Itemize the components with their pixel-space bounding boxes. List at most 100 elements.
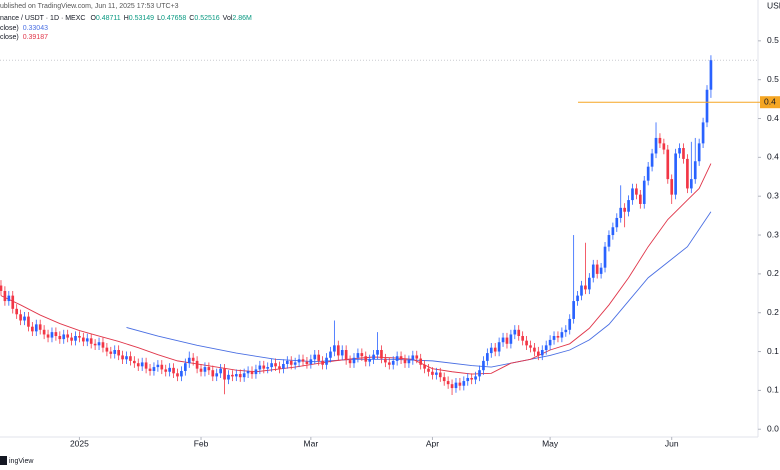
legend-entry: close) 0.39187 <box>0 34 48 41</box>
candle-body <box>15 308 19 315</box>
candle-body <box>482 360 485 371</box>
candle-body <box>689 179 693 189</box>
candle-body <box>619 207 623 218</box>
candle-body <box>525 340 528 346</box>
candle-body <box>133 360 136 364</box>
ma-line <box>126 211 712 368</box>
candle-body <box>611 227 615 236</box>
currency: USD <box>767 0 780 10</box>
candle-body <box>376 350 379 355</box>
candle-body <box>270 363 273 368</box>
candle-body <box>368 359 372 362</box>
y-tick-label: 0.2 <box>767 307 779 317</box>
candle-body <box>635 188 638 195</box>
candle-body <box>258 365 262 370</box>
candle-body <box>403 359 407 364</box>
y-tick-label: 0.0 <box>767 423 779 433</box>
candle-body <box>93 343 97 346</box>
candle-body <box>670 179 674 195</box>
volume-value: 2.86M <box>232 15 252 22</box>
candle-body <box>674 153 677 195</box>
symbol: nance / USDT · 1D · MEXC <box>0 15 85 22</box>
x-tick-label: 2025 <box>70 438 89 448</box>
legend-entry: close) 0.33043 <box>0 25 48 32</box>
candle-body <box>97 342 101 346</box>
candle-body <box>325 357 328 365</box>
candle-body <box>356 353 360 358</box>
candle-body <box>658 137 662 144</box>
candle-body <box>125 356 128 360</box>
candle-body <box>599 267 603 274</box>
legend-name: close) <box>0 25 19 32</box>
candle-body <box>227 374 230 380</box>
candle-body <box>591 264 595 278</box>
y-tick-label: 0.5 <box>767 74 779 84</box>
candle-body <box>50 332 54 338</box>
legend-name: close) <box>0 34 19 41</box>
candle-body <box>595 264 599 274</box>
candle-body <box>27 316 30 327</box>
candle-body <box>580 285 583 296</box>
candle-body <box>395 356 399 361</box>
candle-body <box>3 290 7 302</box>
candle-body <box>136 363 140 367</box>
candle-body <box>513 329 517 335</box>
candle-body <box>305 361 309 364</box>
symbol-line: nance / USDT · 1D · MEXC O0.48711 H0.53149… <box>0 15 252 22</box>
candle-body <box>172 367 175 374</box>
candle-body <box>336 345 340 356</box>
candle-body <box>529 345 532 348</box>
candle-body <box>140 362 144 367</box>
candle-body <box>423 364 426 369</box>
volume-label: Vol <box>223 15 233 22</box>
candle-body <box>380 350 383 359</box>
candle-body <box>78 336 81 338</box>
candle-body <box>391 360 395 365</box>
candle-body <box>215 373 219 377</box>
candle-body <box>89 338 93 344</box>
candle-body <box>246 370 250 374</box>
y-tick-label: 0.4 <box>767 113 779 123</box>
candle-body <box>446 381 450 385</box>
candle-body <box>348 360 352 364</box>
candle-body <box>317 354 321 361</box>
legend-value: 0.39187 <box>23 34 48 41</box>
candle-body <box>34 324 38 332</box>
published-note: ublished on TradingView.com, Jun 11, 202… <box>0 3 179 10</box>
candle-body <box>360 353 364 357</box>
candle-body <box>113 350 117 354</box>
candle-body <box>0 285 3 291</box>
x-tick-label: Feb <box>194 438 209 448</box>
candle-body <box>297 359 301 363</box>
candle-body <box>282 363 285 369</box>
candle-body <box>333 345 336 352</box>
ohlc-label: L <box>157 15 161 22</box>
y-tick-label: 0.2 <box>767 268 779 278</box>
candle-body <box>642 180 646 204</box>
candle-body <box>387 362 391 365</box>
candle-body <box>274 363 277 367</box>
candle-body <box>160 364 164 370</box>
ohlc-value: 0.48711 <box>96 15 121 22</box>
candle-body <box>148 368 152 371</box>
ohlc-label: C <box>189 15 194 22</box>
candle-body <box>493 347 497 352</box>
candle-body <box>164 369 168 372</box>
candle-body <box>117 350 120 356</box>
candle-body <box>623 207 626 212</box>
candle-body <box>576 295 579 302</box>
candle-body <box>568 318 572 330</box>
candle-body <box>419 358 423 365</box>
candle-body <box>121 355 124 360</box>
candle-body <box>603 246 607 268</box>
candle-body <box>686 158 689 189</box>
candle-body <box>199 368 203 372</box>
candle-body <box>250 370 254 375</box>
candle-body <box>435 372 438 375</box>
candle-body <box>285 360 289 364</box>
candle-body <box>74 336 77 341</box>
candle-body <box>231 374 234 377</box>
candle-body <box>552 336 556 340</box>
candle-body <box>584 285 587 290</box>
